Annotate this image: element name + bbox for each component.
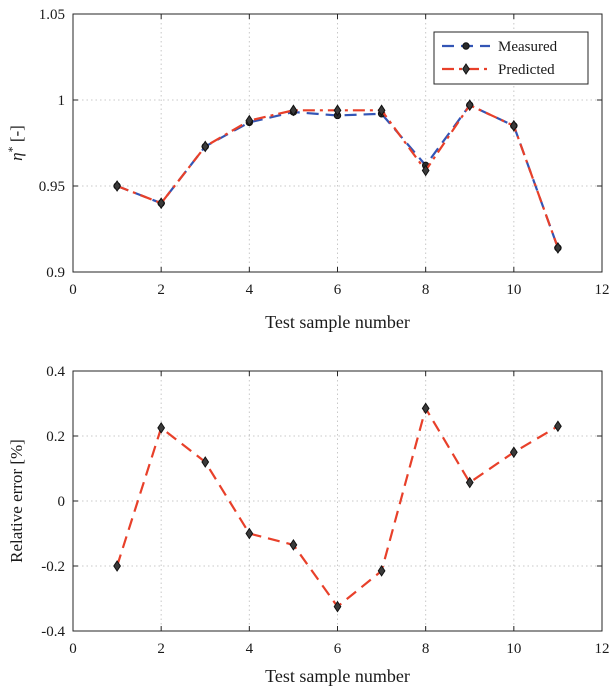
data-point [377,564,386,577]
data-point [245,114,254,127]
y-tick-label: 0 [58,494,66,510]
y-tick-label: -0.2 [41,559,65,575]
x-axis-label: Test sample number [265,312,410,332]
y-tick-label: 1 [58,93,66,109]
data-point [245,527,254,540]
data-point [509,446,518,459]
data-point [377,104,386,117]
x-tick-label: 10 [506,641,521,657]
y-axis-label-superscript: * [5,146,19,152]
relative-error-plot: 0 2 4 6 8 10 12 -0.4 -0.2 0 0.2 0.4 Test sample numb… [7,364,610,686]
data-point [113,180,121,192]
y-tick-label: 0.9 [46,265,65,281]
y-axis-label-symbol: η [7,152,26,160]
x-tick-label: 8 [422,641,430,657]
data-point [333,600,342,613]
legend-entry-predicted: Predicted [498,62,555,78]
x-axis-label: Test sample number [265,666,410,686]
data-point [201,456,210,468]
x-tick-label: 12 [595,641,610,657]
data-point [157,421,166,434]
data-point [421,164,430,177]
data-point [289,104,298,117]
data-point [421,402,430,415]
y-tick-label: 0.95 [39,179,65,195]
x-tick-label: 4 [246,282,254,298]
x-tick-label: 12 [595,282,610,298]
legend: Measured Predicted [433,31,589,85]
x-tick-label: 2 [157,282,165,298]
x-tick-label: 6 [334,282,342,298]
y-tick-label: 0.4 [46,364,65,380]
data-point [554,420,562,433]
x-tick-label: 2 [157,641,165,657]
efficiency-plot: 0 2 4 6 8 10 12 0.9 0.95 1 1.05 Test sample number η… [5,7,610,332]
x-tick-label: 4 [246,641,254,657]
data-point [289,538,298,551]
data-point [554,242,562,254]
y-axis-label: Relative error [%] [7,439,26,563]
data-point [333,104,342,117]
data-point [465,476,474,489]
x-tick-label: 6 [334,641,342,657]
y-axis-label-unit: [-] [7,125,26,146]
y-tick-label: -0.4 [41,624,65,640]
y-tick-label: 0.2 [46,429,65,445]
legend-swatch-marker [462,42,470,50]
x-tick-label: 8 [422,282,430,298]
x-tick-label: 0 [69,282,77,298]
data-point [465,99,474,112]
legend-entry-measured: Measured [498,39,558,55]
legend-box [433,31,589,85]
data-point [113,560,121,572]
x-tick-label: 0 [69,641,77,657]
y-axis-label: η* [-] [5,125,26,161]
legend-swatch-marker [462,63,470,75]
data-point [157,197,166,210]
data-point [509,119,518,132]
x-tick-label: 10 [506,282,521,298]
data-point [201,140,210,153]
y-tick-label: 1.05 [39,7,65,23]
